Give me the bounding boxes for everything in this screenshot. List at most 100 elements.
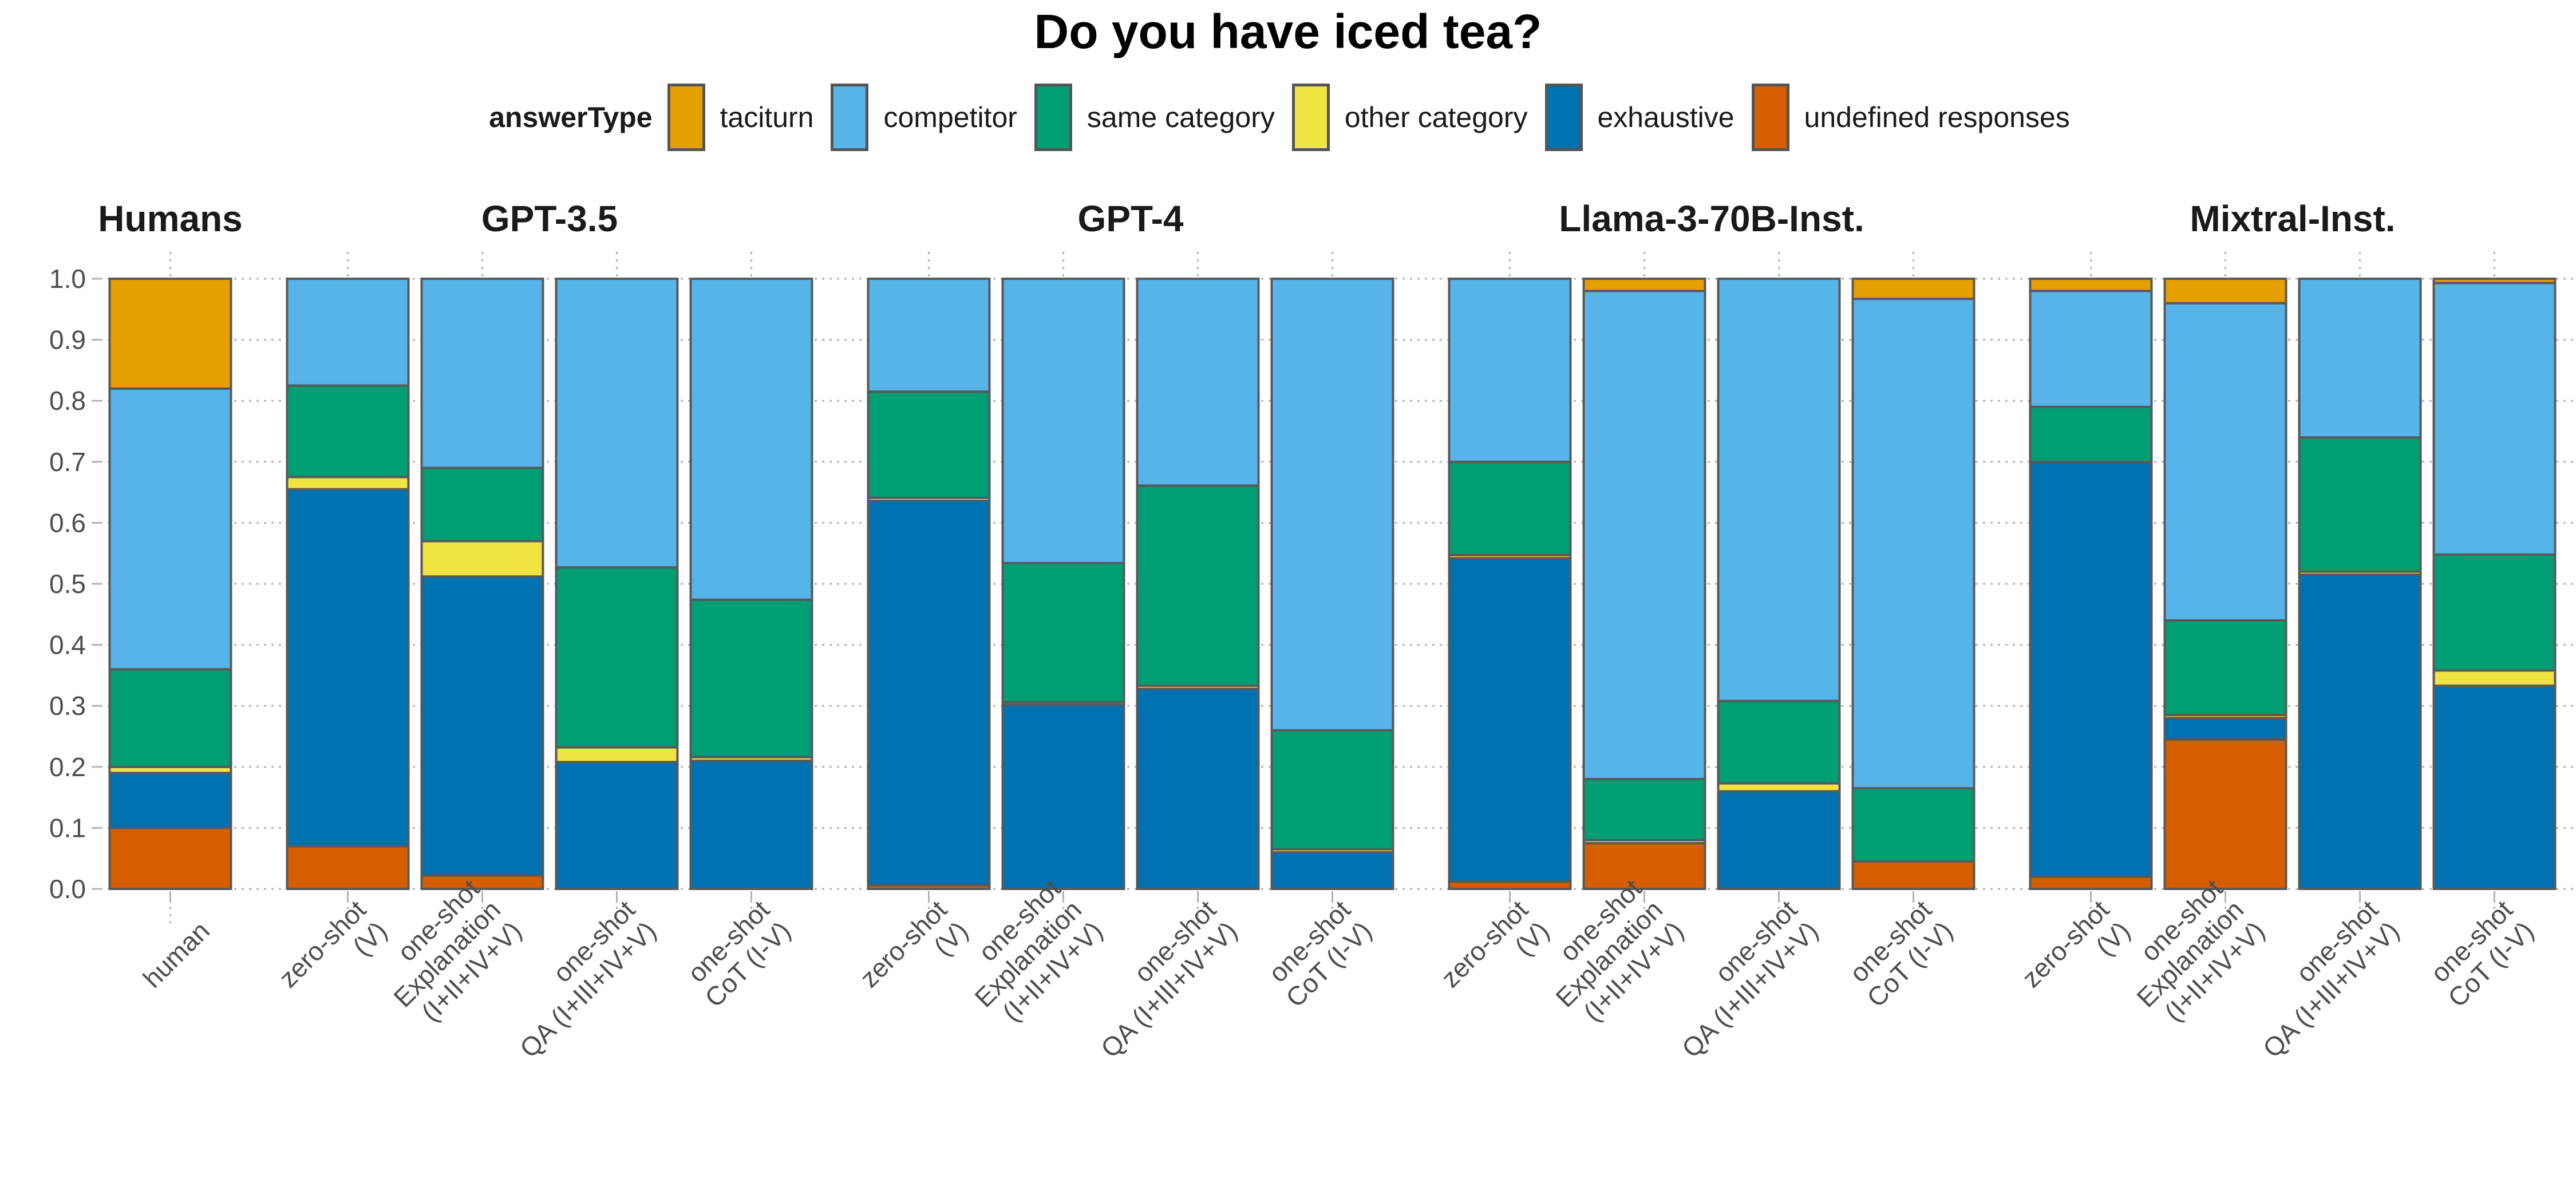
bar-llama-3-70b-inst-one-shot-cot-i-v <box>1851 278 1976 891</box>
legend-title: answerType <box>489 101 653 133</box>
bar-segment-exhaustive <box>1448 557 1572 883</box>
bar-segment-competitor <box>2432 282 2557 556</box>
legend-label-other-category: other category <box>1344 101 1528 133</box>
facet-gpt-4: GPT-4 zero-shot(V)one-shotExplanation(I+I… <box>854 198 1394 1063</box>
bar-segment-competitor <box>1136 278 1260 487</box>
bar-segment-undefined-responses <box>286 845 410 891</box>
y-tick-label: 0.9 <box>49 325 86 355</box>
y-tick-label: 0.6 <box>49 508 86 537</box>
bar-llama-3-70b-inst-zero-shot-v <box>1448 278 1572 891</box>
legend-label-competitor: competitor <box>883 101 1017 133</box>
bar-llama-3-70b-inst-one-shot-explanation-i-ii-iv-v <box>1582 278 1706 891</box>
legend-swatch-same-category <box>1034 84 1072 151</box>
bar-segment-exhaustive <box>420 575 544 877</box>
bar-segment-same-category <box>108 668 232 768</box>
facet-llama-3-70b-inst: Llama-3-70B-Inst. zero-shot(V)one-shotExp… <box>1435 198 1976 1063</box>
bar-segment-other-category <box>420 540 544 578</box>
x-tick-label: zero-shot(V) <box>854 895 974 1014</box>
bar-segment-undefined-responses <box>2029 875 2153 891</box>
facet-title: GPT-3.5 <box>481 198 618 239</box>
legend-item-undefined-responses: undefined responses <box>1751 84 2070 151</box>
bar-segment-competitor <box>2029 290 2153 408</box>
facet-humans: Humans human <box>98 198 243 994</box>
bar-segment-same-category <box>555 566 679 749</box>
bar-gpt-3-5-one-shot-explanation-i-ii-iv-v <box>420 278 544 890</box>
bar-gpt-3-5-one-shot-cot-i-v <box>689 278 813 891</box>
bar-segment-competitor <box>420 278 544 469</box>
y-axis: 0.0 0.1 0.2 0.3 0.4 0.5 0.6 0.7 0.8 0.9 1.0 <box>49 264 100 904</box>
x-tick-label: zero-shot(V) <box>2016 895 2136 1014</box>
bar-mixtral-inst-one-shot-cot-i-v <box>2432 278 2557 890</box>
bar-segment-competitor <box>1001 278 1125 564</box>
bar-segment-same-category <box>2029 405 2153 463</box>
bar-segment-same-category <box>867 390 991 499</box>
x-tick-label: one-shotQA (I+III+IV+V) <box>493 895 662 1063</box>
facet-mixtral-inst: Mixtral-Inst. zero-shot(V)one-shotExplana… <box>2016 198 2557 1063</box>
bar-segment-exhaustive <box>2298 574 2422 890</box>
bar-segment-same-category <box>1851 787 1976 863</box>
x-tick-label: one-shotExplanation(I+II+IV+V) <box>1529 873 1689 1034</box>
bar-humans-human <box>108 278 232 891</box>
bar-segment-competitor <box>286 278 410 387</box>
chart-title: Do you have iced tea? <box>1034 5 1542 58</box>
bar-segment-competitor <box>1717 278 1841 702</box>
bar-segment-other-category <box>2432 669 2557 687</box>
bar-segment-same-category <box>2432 553 2557 672</box>
facet-gpt-3-5: GPT-3.5 zero-shot(V)one-shotExplanation(I… <box>273 198 813 1063</box>
bar-segment-competitor <box>108 387 232 671</box>
legend-swatch-taciturn <box>667 84 705 151</box>
bar-segment-same-category <box>1717 699 1841 785</box>
bar-segment-same-category <box>286 384 410 479</box>
x-tick-label: one-shotCoT (I-V) <box>2421 895 2539 1013</box>
bar-segment-exhaustive <box>867 500 991 887</box>
y-tick-label: 0.3 <box>49 691 86 721</box>
bar-segment-competitor <box>1270 278 1394 732</box>
legend-label-undefined-responses: undefined responses <box>1804 101 2070 133</box>
legend-swatch-exhaustive <box>1544 84 1583 151</box>
bar-segment-exhaustive <box>689 760 813 891</box>
bar-segment-competitor <box>1582 290 1706 781</box>
x-tick-label: zero-shot(V) <box>273 895 393 1014</box>
bar-segment-undefined-responses <box>1582 842 1706 891</box>
bar-segment-exhaustive <box>2432 685 2557 890</box>
bar-segment-taciturn <box>2432 278 2557 284</box>
x-tick-label: zero-shot(V) <box>1435 895 1555 1014</box>
bar-segment-competitor <box>555 278 679 569</box>
legend-item-taciturn: taciturn <box>667 84 813 151</box>
bar-segment-undefined-responses <box>420 874 544 890</box>
legend: answerType taciturn competitor same cate… <box>0 80 2576 155</box>
bar-segment-taciturn <box>2029 278 2153 292</box>
bar-gpt-4-one-shot-explanation-i-ii-iv-v <box>1001 278 1125 890</box>
legend-item-exhaustive: exhaustive <box>1544 84 1735 151</box>
legend-item-same-category: same category <box>1034 84 1275 151</box>
bar-segment-same-category <box>420 466 544 543</box>
bar-segment-same-category <box>1448 460 1572 556</box>
bar-segment-taciturn <box>108 278 232 390</box>
bar-segment-other-category <box>286 476 410 491</box>
bar-gpt-4-zero-shot-v <box>867 278 991 891</box>
bar-segment-competitor <box>2298 278 2422 439</box>
bar-segment-same-category <box>2163 619 2287 717</box>
bar-segment-exhaustive <box>1136 687 1260 891</box>
bar-mixtral-inst-one-shot-explanation-i-ii-iv-v <box>2163 278 2287 890</box>
bar-segment-exhaustive <box>2029 460 2153 878</box>
bar-segment-undefined-responses <box>1851 860 1976 891</box>
bar-segment-competitor <box>867 278 991 393</box>
bar-segment-exhaustive <box>286 488 410 848</box>
bar-mixtral-inst-one-shot-qa-i-iii-iv-v <box>2298 278 2422 890</box>
legend-item-other-category: other category <box>1291 84 1528 151</box>
bar-segment-exhaustive <box>2163 717 2287 741</box>
y-tick-label: 0.4 <box>49 630 86 660</box>
bar-segment-same-category <box>1136 484 1260 687</box>
bar-segment-taciturn <box>1582 278 1706 292</box>
y-tick-label: 0.8 <box>49 386 86 416</box>
bar-segment-exhaustive <box>555 761 679 890</box>
y-tick-label: 0.1 <box>49 813 86 843</box>
y-gridlines <box>100 278 2576 890</box>
bar-segment-competitor <box>1448 278 1572 463</box>
bar-mixtral-inst-zero-shot-v <box>2029 278 2153 891</box>
x-tick-label: one-shotQA (I+III+IV+V) <box>2236 895 2405 1063</box>
x-tick-label: one-shotExplanation(I+II+IV+V) <box>367 873 527 1034</box>
bar-segment-other-category <box>1717 782 1841 793</box>
y-tick-label: 0.2 <box>49 752 86 782</box>
